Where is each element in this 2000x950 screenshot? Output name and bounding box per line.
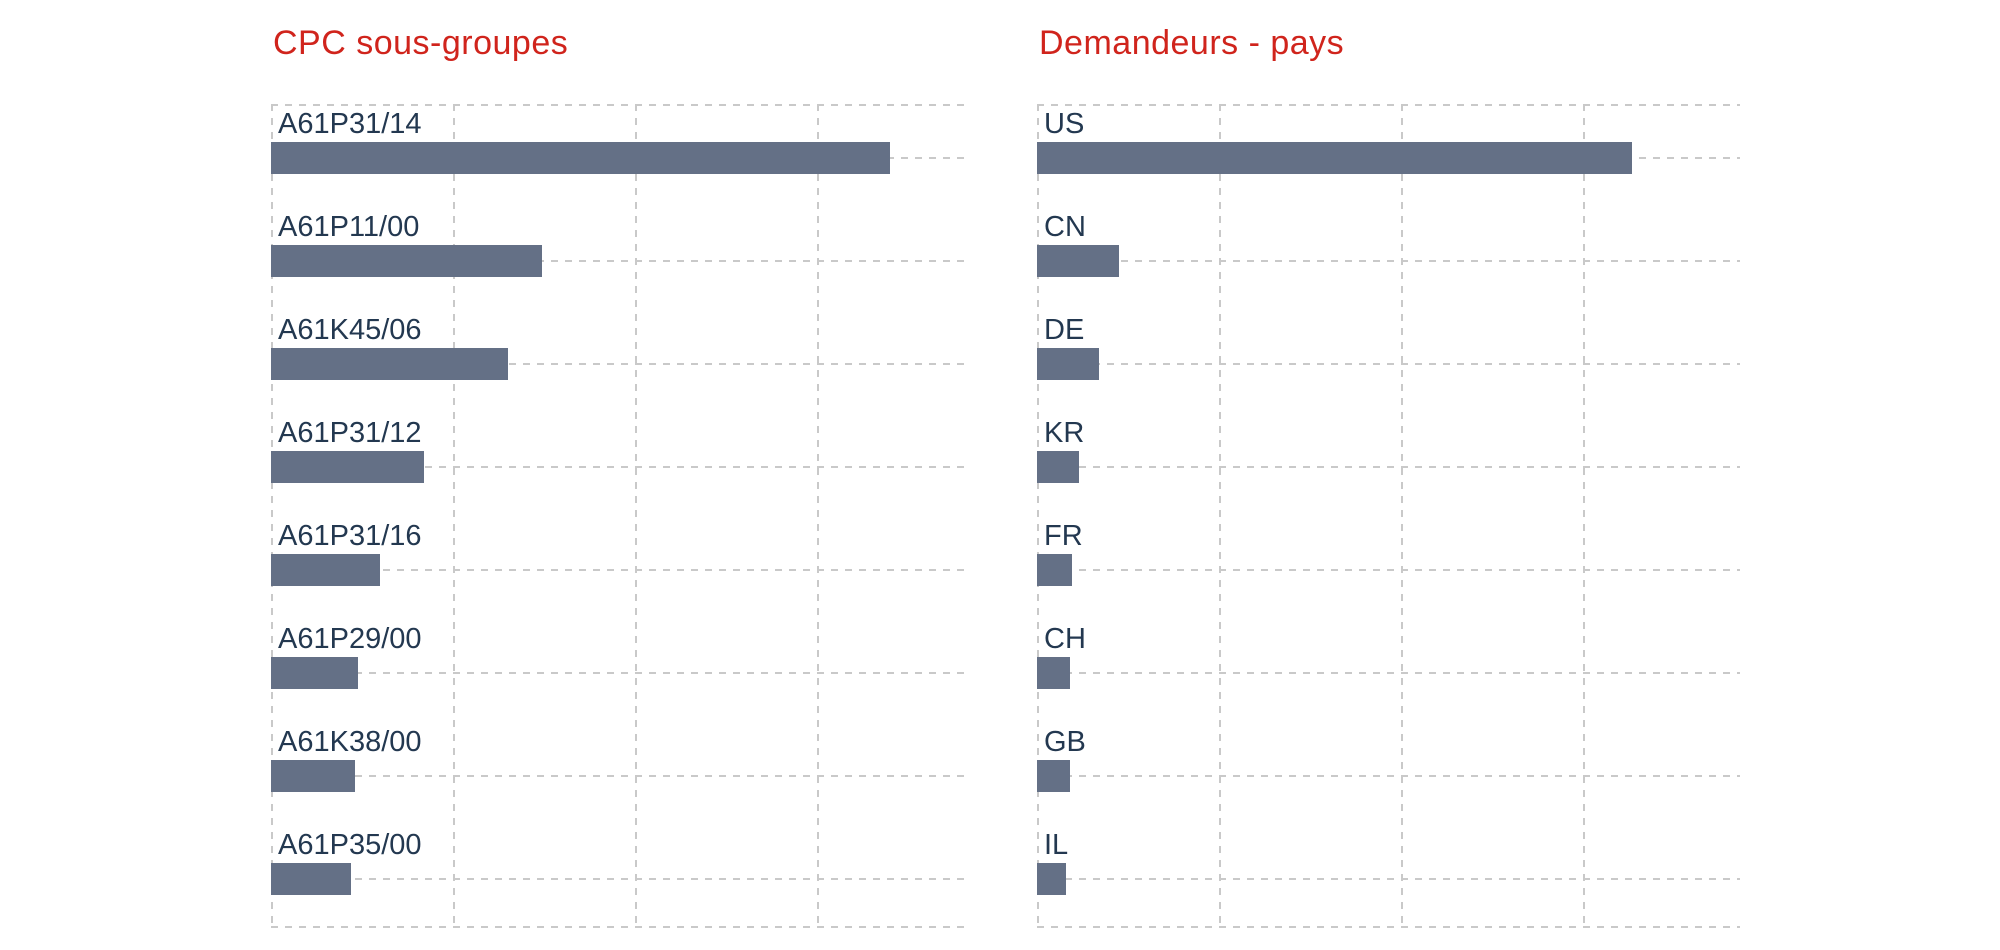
bar-gb[interactable] (1037, 760, 1070, 792)
bar-row-fr: FR (1037, 516, 1740, 619)
bar-row-a61p31-16: A61P31/16 (271, 516, 967, 619)
bar-row-a61k38-00: A61K38/00 (271, 722, 967, 825)
bar-center-gridline (271, 672, 967, 674)
bar-row-a61p11-00: A61P11/00 (271, 207, 967, 310)
bar-center-gridline (271, 260, 967, 262)
category-label: A61K38/00 (278, 726, 422, 758)
bar-kr[interactable] (1037, 451, 1079, 483)
bar-fr[interactable] (1037, 554, 1072, 586)
bar-row-a61p31-14: A61P31/14 (271, 104, 967, 207)
bar-center-gridline (1037, 775, 1740, 777)
vertical-gridline (1037, 104, 1039, 928)
bar-center-gridline (271, 363, 967, 365)
bar-de[interactable] (1037, 348, 1099, 380)
bar-center-gridline (1037, 569, 1740, 571)
bar-a61k45-06[interactable] (271, 348, 508, 380)
category-label: FR (1044, 520, 1083, 552)
bar-a61p31-16[interactable] (271, 554, 380, 586)
category-label: A61P31/16 (278, 520, 422, 552)
plot-top-gridline (1037, 104, 1740, 106)
vertical-gridline (817, 104, 819, 928)
plot-bottom-gridline (1037, 926, 1740, 928)
bar-a61p11-00[interactable] (271, 245, 542, 277)
bar-center-gridline (1037, 260, 1740, 262)
bar-center-gridline (271, 466, 967, 468)
bar-row-il: IL (1037, 825, 1740, 928)
bar-a61p31-14[interactable] (271, 142, 890, 174)
category-label: CN (1044, 211, 1086, 243)
bar-a61k38-00[interactable] (271, 760, 355, 792)
bar-ch[interactable] (1037, 657, 1070, 689)
bar-row-a61p35-00: A61P35/00 (271, 825, 967, 928)
bar-row-cn: CN (1037, 207, 1740, 310)
bar-center-gridline (1037, 363, 1740, 365)
category-label: A61P29/00 (278, 623, 422, 655)
bar-us[interactable] (1037, 142, 1632, 174)
category-label: A61P11/00 (278, 211, 420, 243)
vertical-gridline (1219, 104, 1221, 928)
vertical-gridline (453, 104, 455, 928)
bar-row-a61k45-06: A61K45/06 (271, 310, 967, 413)
category-label: IL (1044, 829, 1069, 861)
vertical-gridline (635, 104, 637, 928)
vertical-gridline (1583, 104, 1585, 928)
category-label: A61K45/06 (278, 314, 422, 346)
plot-area-demandeurs-pays: US CN DE KR FR CH GB IL (1037, 104, 1740, 928)
chart-title-cpc-sous-groupes: CPC sous-groupes (273, 24, 569, 62)
chart-title-demandeurs-pays: Demandeurs - pays (1039, 24, 1345, 62)
bar-row-ch: CH (1037, 619, 1740, 722)
bar-a61p35-00[interactable] (271, 863, 351, 895)
category-label: GB (1044, 726, 1086, 758)
bar-row-de: DE (1037, 310, 1740, 413)
bar-row-us: US (1037, 104, 1740, 207)
category-label: US (1044, 108, 1085, 140)
bar-row-a61p29-00: A61P29/00 (271, 619, 967, 722)
category-label: A61P31/14 (278, 108, 422, 140)
plot-area-cpc-sous-groupes: A61P31/14 A61P11/00 A61K45/06 A61P31/12 A61P… (271, 104, 967, 928)
bar-a61p29-00[interactable] (271, 657, 358, 689)
bar-row-a61p31-12: A61P31/12 (271, 413, 967, 516)
category-label: CH (1044, 623, 1086, 655)
bar-il[interactable] (1037, 863, 1066, 895)
bar-cn[interactable] (1037, 245, 1119, 277)
plot-top-gridline (271, 104, 967, 106)
bar-row-gb: GB (1037, 722, 1740, 825)
bar-a61p31-12[interactable] (271, 451, 424, 483)
bar-center-gridline (271, 569, 967, 571)
category-label: A61P31/12 (278, 417, 422, 449)
category-label: KR (1044, 417, 1085, 449)
category-label: DE (1044, 314, 1085, 346)
bar-row-kr: KR (1037, 413, 1740, 516)
bar-center-gridline (271, 775, 967, 777)
bar-center-gridline (1037, 878, 1740, 880)
vertical-gridline (271, 104, 273, 928)
plot-bottom-gridline (271, 926, 967, 928)
bar-center-gridline (1037, 466, 1740, 468)
bar-center-gridline (271, 878, 967, 880)
bar-center-gridline (1037, 672, 1740, 674)
category-label: A61P35/00 (278, 829, 422, 861)
vertical-gridline (1401, 104, 1403, 928)
